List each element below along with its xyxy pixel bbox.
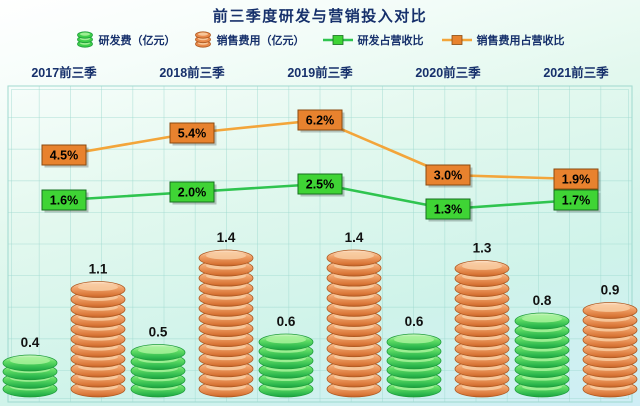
rnd-coin-icon [76,31,93,48]
sales-ratio-label-box [425,164,471,186]
x-axis-label: 2020前三季 [415,65,481,80]
sales-ratio-label-box [297,109,343,131]
rnd-ratio-label-box [425,198,471,220]
sales-bar-stack [198,249,254,398]
chart-title: 前三季度研发与营销投入对比 [212,8,428,25]
sales-ratio-label-text: 5.4% [178,127,207,141]
sales-bar-stack [582,302,638,398]
rnd-ratio-label-text: 1.6% [50,194,79,208]
sales-bar-stack [454,260,510,398]
sales-ratio-label-text: 3.0% [434,169,463,183]
rnd-ratio-label-box [297,173,343,195]
bar-value-label: 0.5 [149,325,168,340]
sales-ratio-label-text: 6.2% [306,114,335,128]
rnd-ratio-label: 1.6% 2.0% 2.5% 1.3% 1.7% [41,173,601,222]
sales-ratio-label-box [553,168,599,190]
rnd-ratio-label-text: 1.3% [434,203,463,217]
bar-value-label: 1.4 [345,230,364,245]
bar-value-label: 1.1 [89,262,108,277]
legend-item: 研发占营收比 [322,32,424,48]
x-axis-label: 2019前三季 [287,65,353,80]
rnd-bar-stack [258,333,314,398]
sales-ratio-label-text: 4.5% [50,149,79,163]
x-axis-labels: 2017前三季 2018前三季 2019前三季 2020前三季 2021前三季 [31,65,609,80]
bar-value-label: 0.9 [601,283,620,298]
rnd-ratio-line-icon [322,34,353,45]
bar-value-label: 0.6 [405,314,424,329]
legend: 研发费（亿元） 销售费用（亿元） 研发占营收比 销售费用占营收比 [0,31,640,48]
sales-bar-stack [326,249,382,398]
sales-ratio-label: 4.5% 5.4% 6.2% 3.0% 1.9% [41,109,601,192]
rnd-bar-stack [2,354,58,398]
x-axis-label: 2017前三季 [31,65,97,80]
legend-label: 销售费用（亿元） [216,34,305,47]
rnd-bar-stack [386,333,442,398]
bar-value-label: 1.3 [473,241,492,256]
rnd-ratio-label-text: 2.0% [178,186,207,200]
x-axis-label: 2021前三季 [543,65,609,80]
legend-item: 研发费（亿元） [76,31,176,48]
bar-value-label: 0.4 [21,335,40,350]
rnd-bar-stack [130,344,186,398]
sales-ratio-label-box [169,122,215,144]
legend-label: 销售费用占营收比 [476,34,565,47]
rnd-bar-stack [514,312,570,398]
rnd-ratio-label-box [41,189,87,211]
rnd-ratio-label-box [553,189,599,211]
rnd-ratio-label-text: 1.7% [562,194,591,208]
sales-bar-stack [70,281,126,398]
sales-ratio-line-icon [441,34,472,45]
rnd-ratio-label-box [169,181,215,203]
bar-value-label: 0.6 [277,314,296,329]
sales-ratio-label-text: 1.9% [562,173,591,187]
bar-value-label: 1.4 [217,230,236,245]
legend-item: 销售费用（亿元） [194,31,305,48]
legend-label: 研发费（亿元） [98,34,176,47]
rnd-ratio-label-text: 2.5% [306,178,335,192]
legend-label: 研发占营收比 [357,34,424,47]
legend-item: 销售费用占营收比 [441,32,565,48]
sales-ratio-label-box [41,144,87,166]
bar-value-label: 0.8 [533,293,552,308]
x-axis-label: 2018前三季 [159,65,225,80]
sales-coin-icon [194,31,211,48]
